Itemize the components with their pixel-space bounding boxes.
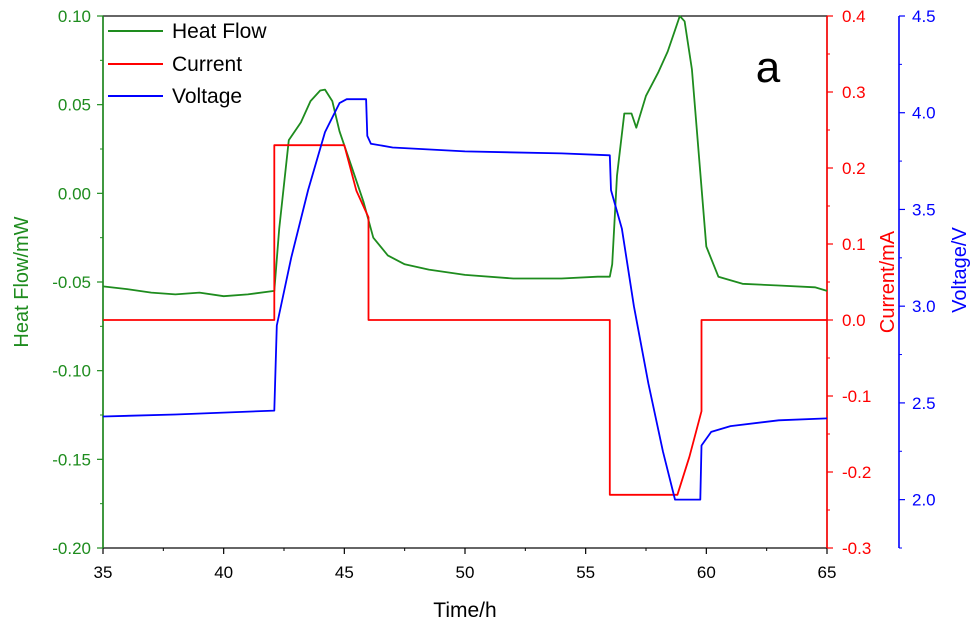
heat-tick-label: -0.10 xyxy=(52,362,91,381)
legend-label-heat-flow: Heat Flow xyxy=(172,20,267,43)
heat-tick-label: 0.00 xyxy=(58,184,91,203)
voltage-tick-label: 4.0 xyxy=(912,104,936,123)
x-axis-ticks: 35 40 45 50 55 60 65 xyxy=(94,548,837,582)
current-axis-ticks: 0.4 0.3 0.2 0.1 0.0 -0.1 -0.2 -0.3 xyxy=(827,7,871,558)
voltage-axis-label: Voltage/V xyxy=(949,227,971,313)
x-tick-label: 60 xyxy=(697,563,716,582)
heat-tick-label: 0.10 xyxy=(58,7,91,26)
x-tick-label: 40 xyxy=(214,563,233,582)
current-tick-label: 0.2 xyxy=(842,159,866,178)
current-tick-label: 0.0 xyxy=(842,311,866,330)
series-line-heat-flow xyxy=(102,15,828,298)
x-tick-label: 65 xyxy=(818,563,837,582)
voltage-tick-label: 3.0 xyxy=(912,297,936,316)
series-line-current xyxy=(103,144,827,496)
series-layer xyxy=(102,15,828,501)
x-tick-label: 35 xyxy=(94,563,113,582)
x-axis-label: Time/h xyxy=(433,599,496,622)
current-tick-label: 0.4 xyxy=(842,7,866,26)
heat-tick-label: 0.05 xyxy=(58,96,91,115)
heat-tick-label: -0.05 xyxy=(52,273,91,292)
x-tick-label: 50 xyxy=(456,563,475,582)
heat-axis-ticks: 0.10 0.05 0.00 -0.05 -0.10 -0.15 -0.20 xyxy=(52,7,103,558)
series-line-voltage xyxy=(102,98,828,501)
legend: Heat Flow Current Voltage xyxy=(108,20,267,108)
heat-tick-label: -0.20 xyxy=(52,539,91,558)
voltage-tick-label: 2.5 xyxy=(912,394,936,413)
current-axis-label: Current/mA xyxy=(877,230,899,333)
legend-label-current: Current xyxy=(172,53,242,76)
voltage-axis-ticks: 4.5 4.0 3.5 3.0 2.5 2.0 xyxy=(899,7,936,549)
voltage-tick-label: 2.0 xyxy=(912,491,936,510)
panel-label: a xyxy=(756,43,781,92)
current-tick-label: -0.2 xyxy=(842,463,871,482)
heat-axis-label: Heat Flow/mW xyxy=(11,216,33,347)
x-tick-label: 55 xyxy=(576,563,595,582)
current-tick-label: 0.1 xyxy=(842,235,866,254)
voltage-tick-label: 3.5 xyxy=(912,200,936,219)
current-tick-label: 0.3 xyxy=(842,83,866,102)
legend-label-voltage: Voltage xyxy=(172,85,242,108)
voltage-tick-label: 4.5 xyxy=(912,7,936,26)
current-tick-label: -0.1 xyxy=(842,387,871,406)
x-tick-label: 45 xyxy=(335,563,354,582)
current-tick-label: -0.3 xyxy=(842,539,871,558)
heat-tick-label: -0.15 xyxy=(52,450,91,469)
